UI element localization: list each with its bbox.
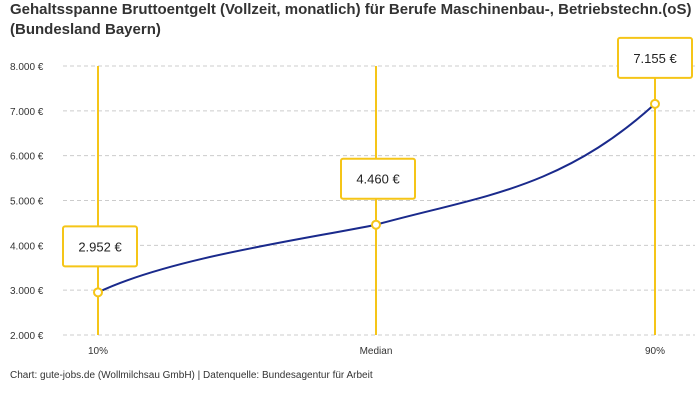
data-label: 7.155 € [633,51,677,66]
x-tick-label: 90% [645,346,665,357]
chart-credit: Chart: gute-jobs.de (Wollmilchsau GmbH) … [10,370,373,381]
data-label: 4.460 € [356,172,400,187]
data-point [371,219,381,230]
x-tick-label: Median [360,346,393,357]
data-point [93,287,103,298]
data-label: 2.952 € [78,239,122,254]
y-tick-label: 2.000 € [10,331,44,342]
data-label-box [340,157,416,200]
data-point [650,98,660,109]
y-tick-label: 3.000 € [10,286,44,297]
y-tick-label: 8.000 € [10,62,44,73]
y-tick-label: 7.000 € [10,107,44,118]
y-tick-label: 6.000 € [10,152,44,163]
chart-title: Gehaltsspanne Bruttoentgelt (Vollzeit, m… [10,1,692,38]
data-label-box [617,36,693,79]
y-tick-label: 4.000 € [10,241,44,252]
data-label-box [62,225,138,268]
y-tick-label: 5.000 € [10,197,44,208]
x-tick-label: 10% [88,346,108,357]
